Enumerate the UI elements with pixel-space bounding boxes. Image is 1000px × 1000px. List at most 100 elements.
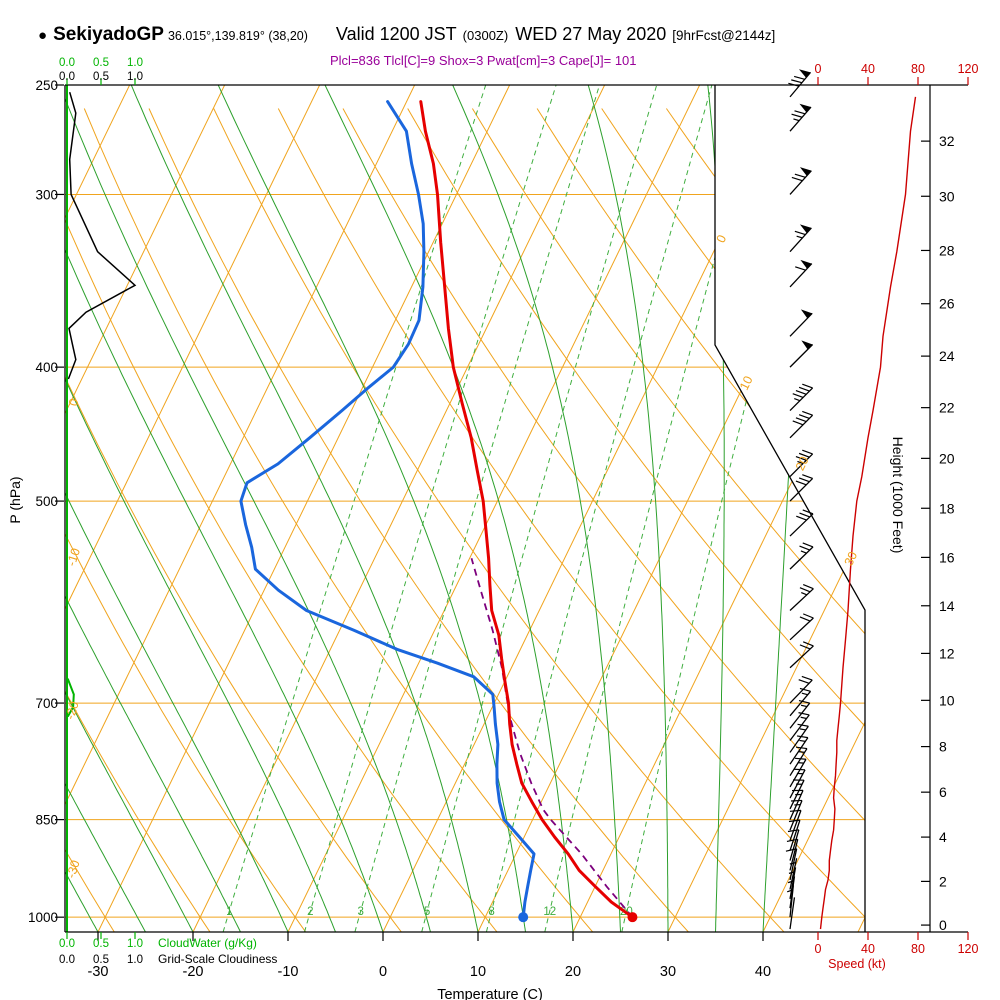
temp-axis-title: Temperature (C) [437,987,543,1000]
wind-barb-staff [789,810,802,841]
temperature-line [419,100,634,919]
wind-barb-staff [789,737,809,765]
wind-barb-staff [789,848,798,881]
wind-barb-staff [789,617,814,641]
moist-adiabat-line [130,85,479,932]
wind-barb-half [800,704,808,708]
moist-adiabat-line [707,85,725,932]
height-axis-title: Height (1000 Feet) [890,437,906,554]
cloudwater-caption: CloudWater (g/Kg) [158,936,257,950]
wind-barb-full [802,509,814,515]
height-tick-label: 2 [939,873,947,889]
mixing-ratio-label: 2 [307,906,313,918]
wind-barb-full [794,173,806,178]
dry-adiabat-line [665,108,865,932]
wind-barb-full [790,799,803,802]
cloudiness-caption: Grid-Scale Cloudiness [158,952,277,966]
wind-barb-full [802,410,813,416]
moist-adiabat-line [587,85,669,932]
temp-tick-label: 40 [755,964,771,980]
wind-barb-full [791,113,803,118]
wind-barb-staff [789,790,804,820]
height-tick-label: 26 [939,296,955,312]
mixing-ratio-line [304,85,557,932]
wind-barb-staff [789,702,811,729]
wind-barb-full [795,417,807,423]
valid-time-z: (0300Z) [462,28,509,43]
isotherm-line [192,85,606,932]
wind-barb-full [796,735,808,739]
isotherm-line [382,85,796,932]
wind-barb-full [799,687,811,692]
moist-adiabat-line [0,85,3,932]
wind-barb-full [798,712,810,716]
moist-adiabat-line [324,85,574,932]
height-tick-label: 8 [939,739,947,755]
isotherm-label: 20 [793,454,812,473]
wind-barb-full [794,75,805,80]
wind-barb-full [795,266,806,271]
wind-barb-full [802,584,814,590]
height-tick-label: 16 [939,549,955,565]
wind-barb-half [800,550,807,554]
wind-barb-staff [789,453,814,478]
wind-barb-staff [789,714,810,741]
isotherm-line [572,85,865,932]
dry-adiabat-line [83,108,594,932]
wind-barb-staff [789,876,796,909]
moist-adiabat-line [65,85,146,932]
wind-barb-staff [789,170,812,195]
wind-barb-staff [789,679,813,704]
wind-barb-staff [789,690,812,717]
wind-barb-full [792,420,804,426]
mixing-ratio-label: 3 [357,906,363,918]
wind-barb-staff [789,387,814,412]
plot-area: 1 2 3 5 8 12 20 [0,85,865,932]
temp-tick-label: 10 [470,964,486,980]
mixing-ratio-label: 12 [543,906,556,918]
wind-barb-half [801,592,808,596]
station-bullet-icon: ● [38,27,48,44]
height-tick-label: 22 [939,400,955,416]
wind-barb-staff [789,106,812,132]
moist-adiabat-line [65,85,241,932]
isotherm-line [477,85,865,932]
wind-barb-staff [789,839,799,871]
wind-barb-full [794,110,806,115]
wind-speed-line [819,96,917,930]
cloudwater-scale-bottom: 1.0 [127,938,143,950]
dry-adiabat-line [65,108,498,932]
cloudiness-scale-bottom: 0.5 [93,954,109,966]
chart-header: ● SekiyadoGP 36.015°,139.819° (38,20) Va… [38,24,775,46]
height-tick-label: 0 [939,917,947,933]
wind-barb-full [789,809,801,812]
wind-barb-half [794,398,801,402]
wind-barb-full [797,723,809,727]
cloudiness-scale-top: 1.0 [127,71,143,83]
isotherm-line [65,85,321,932]
wind-barb-staff [789,819,801,851]
height-tick-label: 12 [939,645,955,661]
isotherm-line [97,85,511,932]
cloudiness-scale-bottom: 1.0 [127,954,143,966]
dry-adiabat-line [342,108,865,932]
moist-adiabat-line [217,85,526,932]
speed-tick-label-top: 80 [911,62,925,76]
pressure-tick-label: 850 [35,813,58,828]
isotherm-line [65,85,226,932]
wind-barb-staff [789,546,814,570]
cloudiness-profile-line [67,91,137,380]
moist-adiabat-line [65,85,194,932]
temp-tick-label: -20 [183,964,204,980]
cloudiness-scale-bottom: 0.0 [59,954,75,966]
cloudwater-scale-top: 0.0 [59,57,75,69]
wind-barb-staff [789,758,807,788]
wind-barb-staff [789,645,814,669]
wind-barb-staff [789,867,797,900]
dry-adiabat-line [65,108,211,932]
parcel-line [470,558,634,918]
cloudwater-profile-line [66,678,75,718]
dry-adiabat-line [65,108,402,932]
surface-temp-dot [627,912,638,923]
